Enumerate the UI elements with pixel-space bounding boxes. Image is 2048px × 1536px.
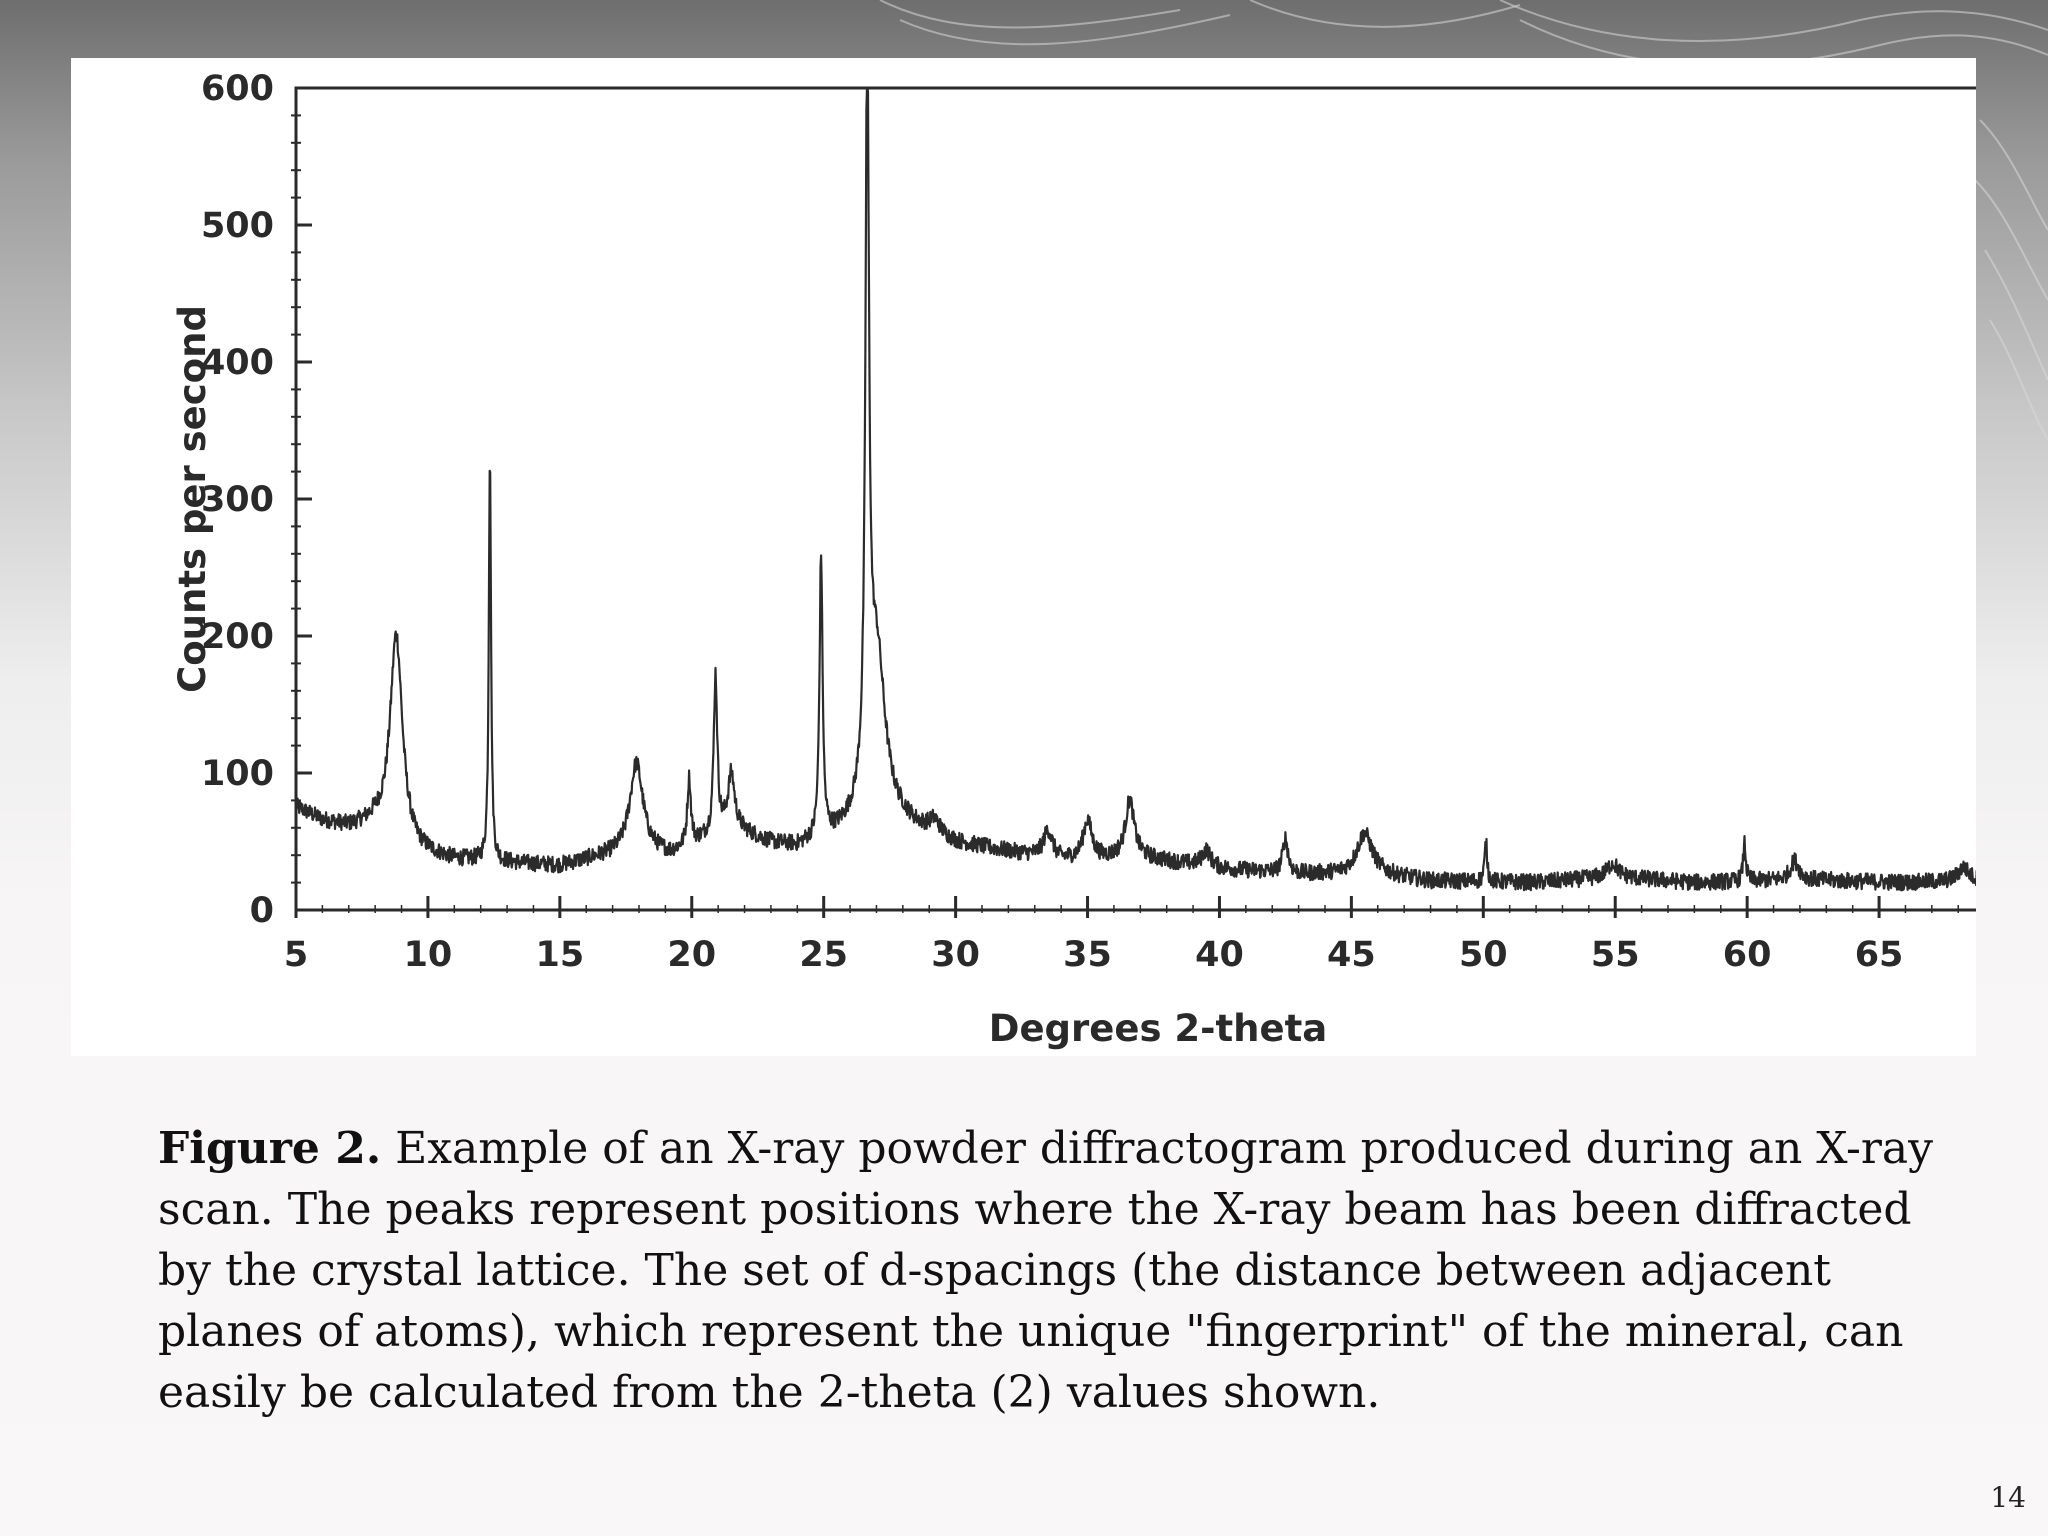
y-tick-label: 500 xyxy=(201,206,274,246)
figure-label: Figure 2. xyxy=(158,1123,382,1174)
x-tick-label: 35 xyxy=(1063,935,1112,975)
y-axis: 0 100 200 300 400 500 600 xyxy=(201,69,312,931)
y-tick-label: 600 xyxy=(201,69,274,109)
diffractogram-trace xyxy=(294,86,1976,892)
y-tick-label: 100 xyxy=(201,754,274,794)
chart-panel: 510152025303540455055606570 010020030040… xyxy=(71,58,1976,1056)
y-tick-label: 0 xyxy=(250,891,274,931)
x-tick-label: 15 xyxy=(535,935,584,975)
page-number: 14 xyxy=(1990,1481,2026,1514)
x-tick-label: 55 xyxy=(1591,935,1640,975)
x-tick-label: 5 xyxy=(284,935,308,975)
y-tick-label: 400 xyxy=(201,343,274,383)
x-tick-label: 30 xyxy=(931,935,980,975)
figure-caption: Figure 2. Example of an X-ray powder dif… xyxy=(158,1118,1938,1423)
y-axis-title: Counts per second xyxy=(171,305,214,693)
y-tick-label: 200 xyxy=(201,617,274,657)
figure-description: Example of an X-ray powder diffractogram… xyxy=(158,1123,1934,1418)
xrd-chart: 510152025303540455055606570 010020030040… xyxy=(171,69,1976,1050)
x-tick-label: 25 xyxy=(799,935,848,975)
x-tick-label: 10 xyxy=(404,935,453,975)
x-tick-label: 40 xyxy=(1195,935,1244,975)
x-tick-label: 45 xyxy=(1327,935,1376,975)
x-tick-label: 60 xyxy=(1723,935,1772,975)
x-axis-title: Degrees 2-theta xyxy=(989,1007,1328,1050)
x-axis: 510152025303540455055606570 xyxy=(284,896,1959,975)
x-tick-label: 20 xyxy=(667,935,716,975)
x-tick-label: 50 xyxy=(1459,935,1508,975)
y-tick-label: 300 xyxy=(201,480,274,520)
x-tick-label: 65 xyxy=(1855,935,1904,975)
background-swirl-decoration xyxy=(879,0,2048,441)
plot-frame xyxy=(294,86,1976,912)
